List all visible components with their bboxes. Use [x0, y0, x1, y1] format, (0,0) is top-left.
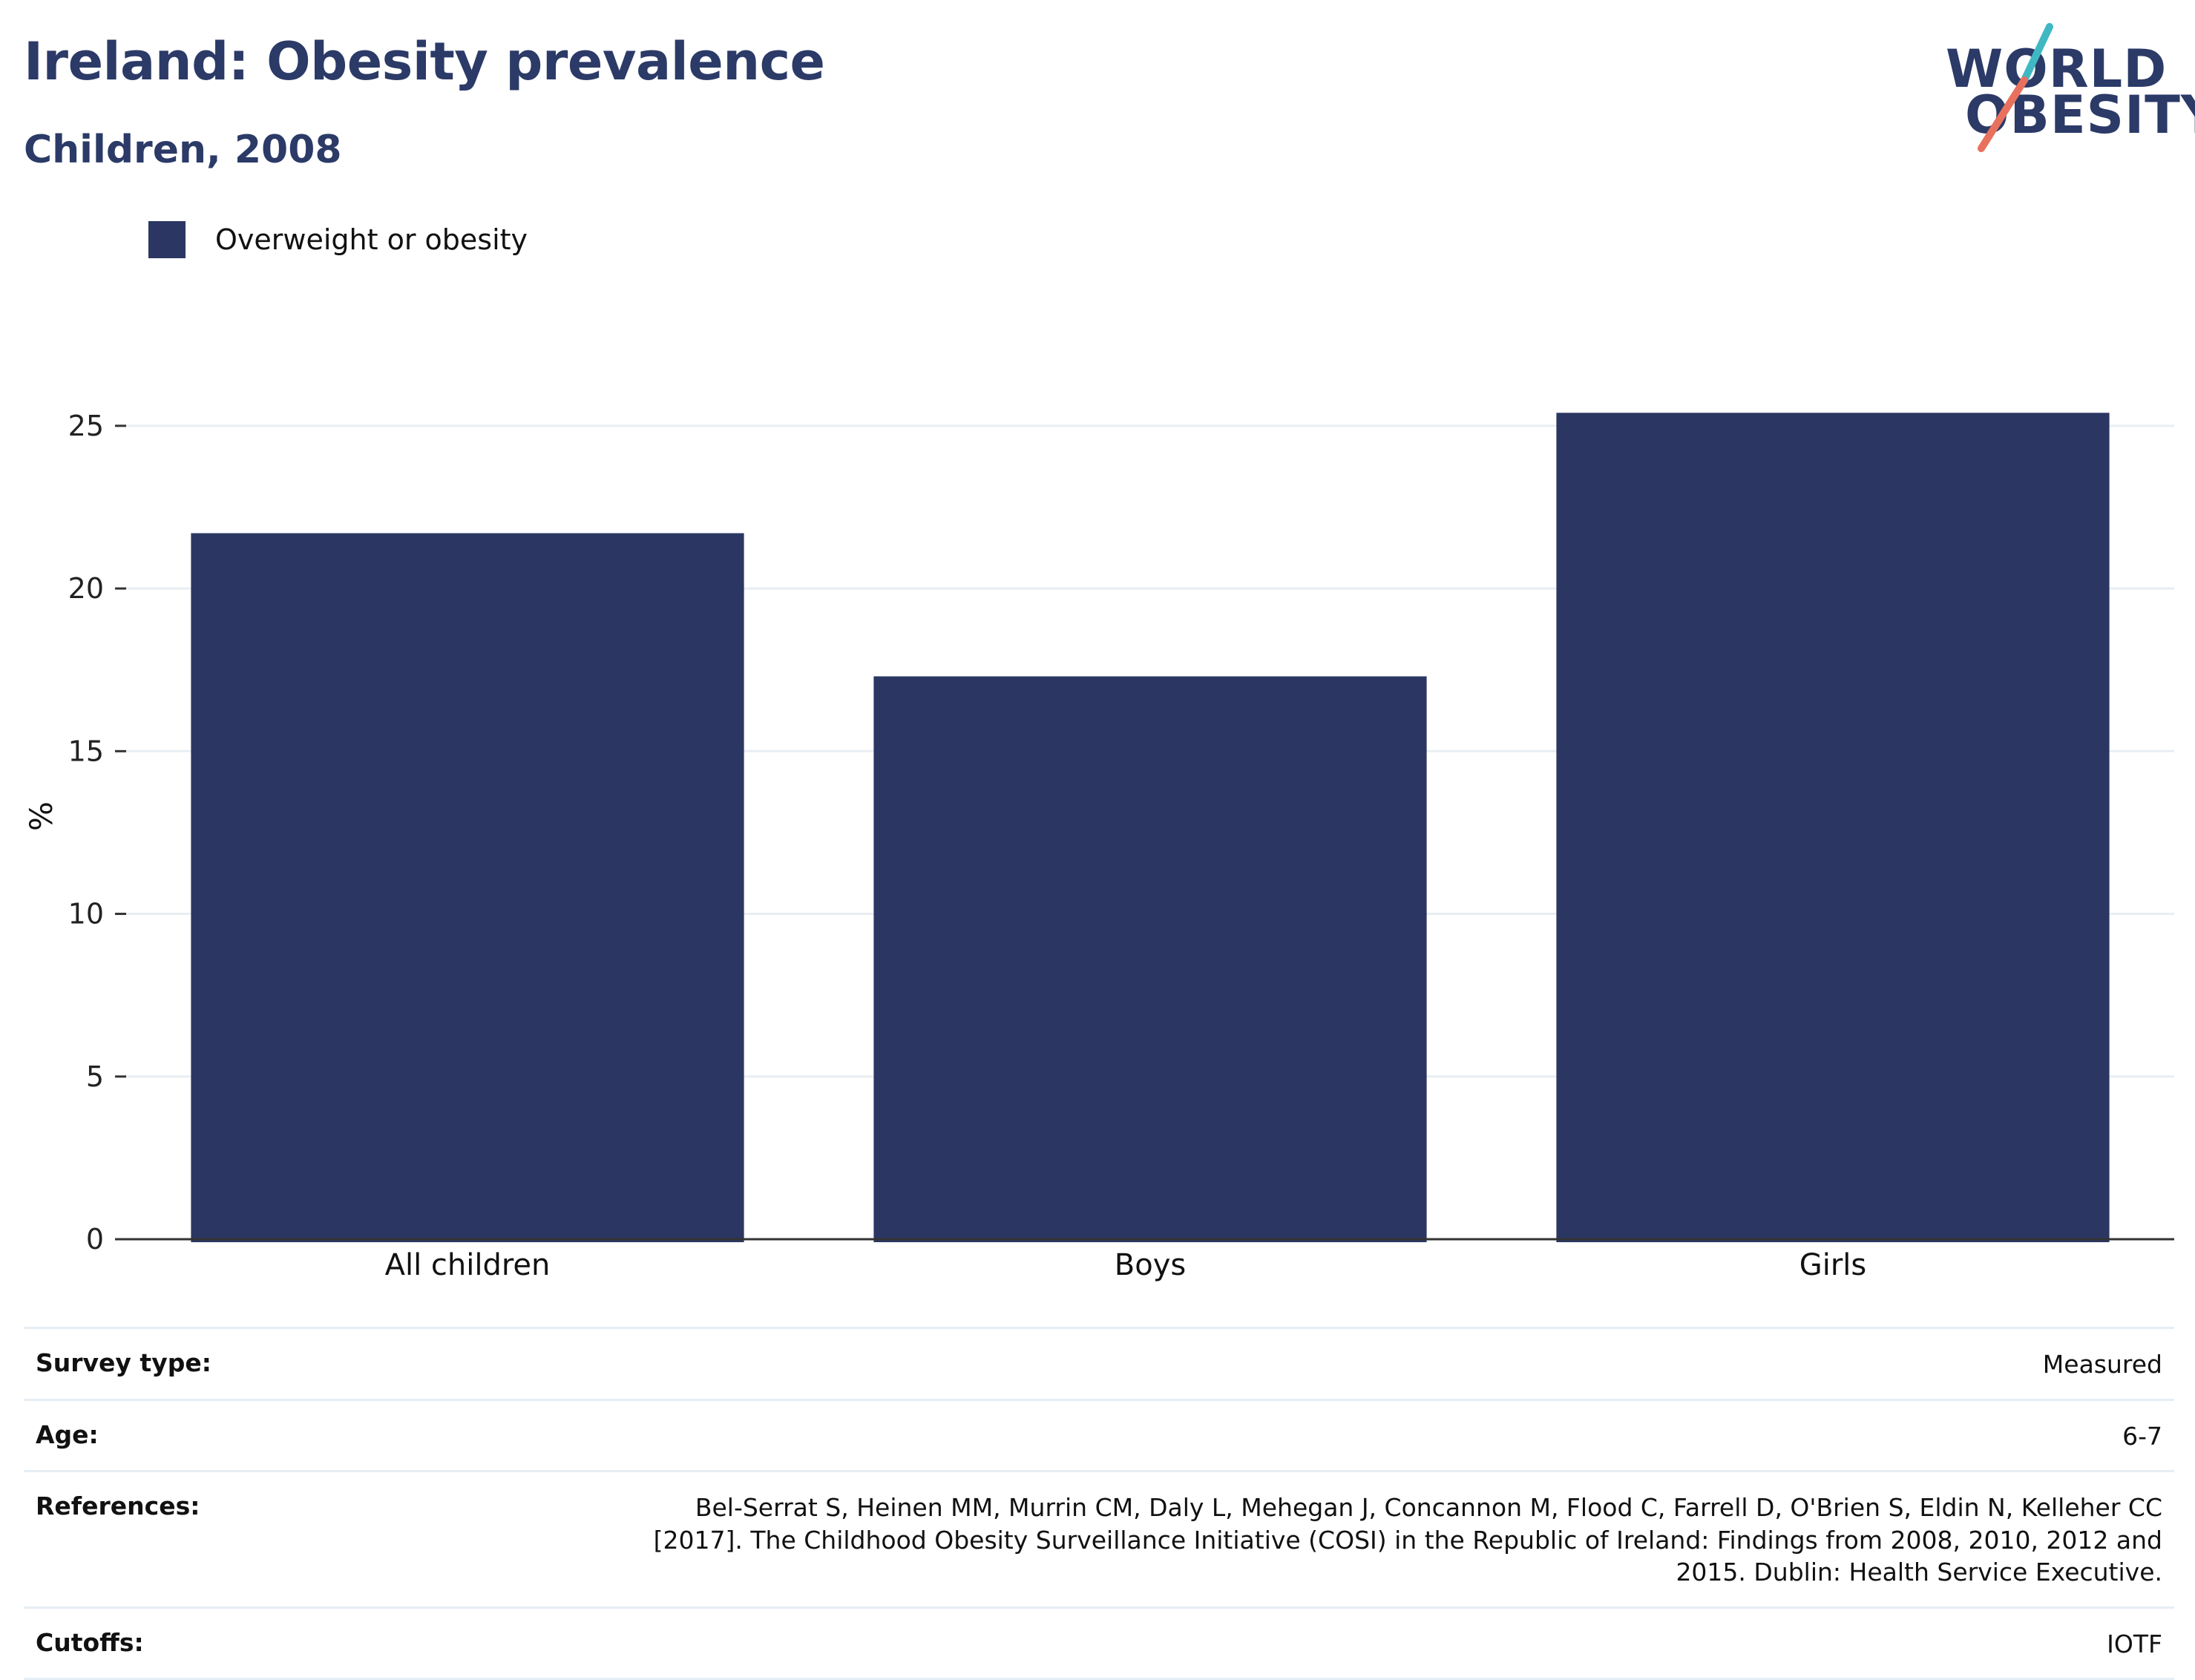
- info-row-age: Age: 6-7: [24, 1398, 2174, 1471]
- y-tick-label: 10: [68, 898, 104, 931]
- info-key: Survey type:: [36, 1348, 211, 1377]
- info-table: Survey type: Measured Age: 6-7 Reference…: [24, 1327, 2174, 1680]
- bar: [1556, 413, 2110, 1243]
- bars: [191, 413, 2110, 1243]
- legend-label: Overweight or obesity: [215, 223, 528, 256]
- bar: [873, 676, 1427, 1242]
- y-axis-label: %: [23, 801, 59, 831]
- logo-slash-icon: [1978, 23, 2053, 152]
- info-key: Age:: [36, 1420, 99, 1449]
- info-value: 6-7: [2122, 1421, 2162, 1451]
- info-row-survey-type: Survey type: Measured: [24, 1327, 2174, 1399]
- y-tick-label: 0: [86, 1223, 104, 1256]
- info-row-references: References: Bel-Serrat S, Heinen MM, Mur…: [24, 1470, 2174, 1607]
- x-tick-labels: All children Boys Girls: [385, 1248, 1867, 1282]
- info-key: Cutoffs:: [36, 1627, 144, 1657]
- chart-title: Ireland: Obesity prevalence: [24, 31, 825, 92]
- info-row-cutoffs: Cutoffs: IOTF: [24, 1606, 2174, 1680]
- y-tick-label: 25: [68, 410, 104, 442]
- info-key: References:: [36, 1492, 200, 1521]
- x-tick-label: Girls: [1799, 1248, 1867, 1282]
- chart-subtitle: Children, 2008: [24, 128, 342, 172]
- logo-text-line1: WORLD: [1946, 39, 2168, 99]
- bar-chart: 0 5 10 15 20 25 All children Boys Girls %: [23, 410, 2174, 1282]
- y-tick-label: 20: [68, 572, 104, 605]
- info-value: Measured: [2042, 1350, 2162, 1379]
- world-obesity-logo: WORLD OBESITY: [1937, 21, 2195, 154]
- y-tick-label: 5: [86, 1060, 104, 1093]
- chart-legend: Overweight or obesity: [148, 221, 528, 258]
- bar: [191, 533, 744, 1242]
- info-value: IOTF: [2107, 1629, 2162, 1658]
- info-value: Bel-Serrat S, Heinen MM, Murrin CM, Daly…: [653, 1493, 2162, 1587]
- x-tick-label: All children: [385, 1248, 551, 1282]
- legend-swatch: [148, 221, 186, 258]
- y-tick-labels: 0 5 10 15 20 25: [68, 410, 126, 1256]
- y-tick-label: 15: [68, 735, 104, 767]
- x-tick-label: Boys: [1115, 1248, 1186, 1282]
